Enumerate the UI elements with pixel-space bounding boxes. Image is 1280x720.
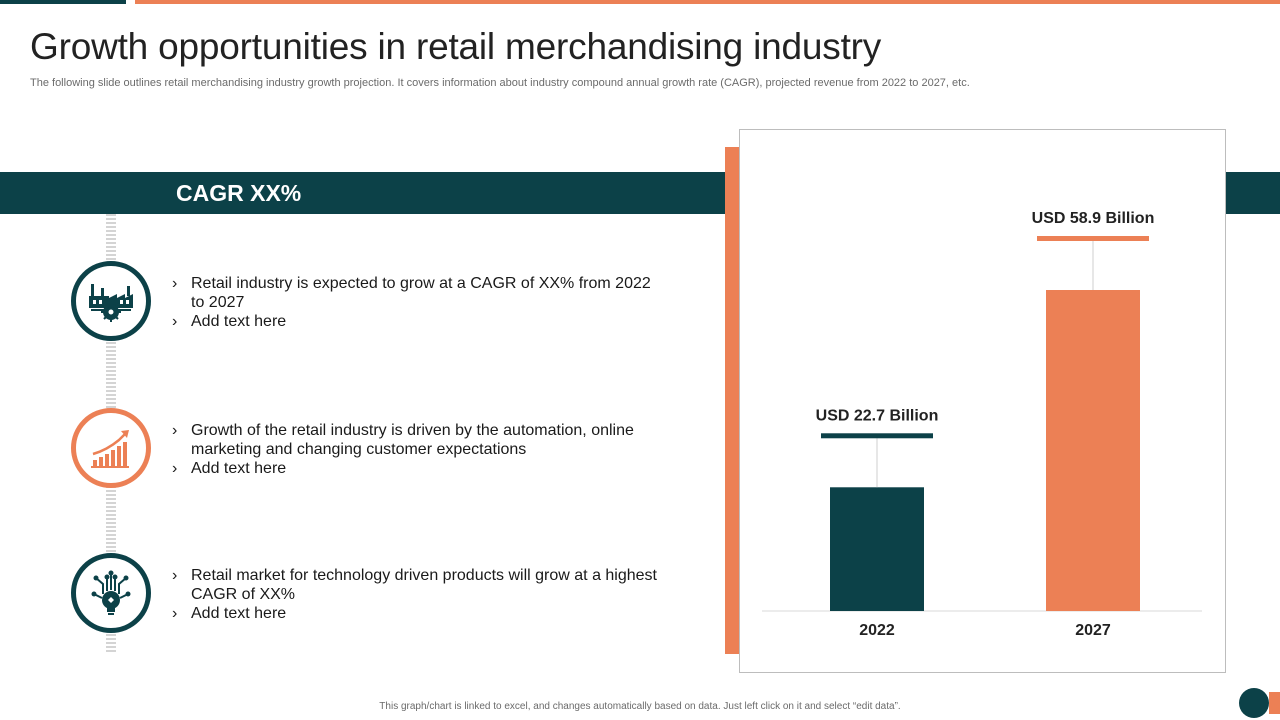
point-2-icon-circle [71,408,151,488]
top-accent-bar-orange [135,0,1280,4]
point-1-bullet-1: Retail industry is expected to grow at a… [172,274,662,312]
top-accent-bar-dark [0,0,126,4]
bar-2022 [830,487,924,611]
cagr-label: CAGR XX% [176,180,302,206]
factory-gear-icon [89,284,133,322]
growth-chart-icon [91,430,129,468]
point-1-icon-circle [71,261,151,341]
corner-decoration-dot [1239,688,1269,718]
x-tick-label-2022: 2022 [859,622,895,639]
point-3-bullet-1: Retail market for technology driven prod… [172,566,662,604]
footer-note: This graph/chart is linked to excel, and… [379,701,901,712]
data-label-2027: USD 58.9 Billion [1032,210,1155,227]
page-title: Growth opportunities in retail merchandi… [30,26,882,67]
point-3-icon-circle [71,553,151,633]
point-3-bullets: Retail market for technology driven prod… [172,566,662,623]
point-3-bullet-2: Add text here [172,604,662,623]
chart-side-accent [725,147,739,654]
data-label-2022: USD 22.7 Billion [816,407,939,424]
bar-2027 [1046,290,1140,611]
tech-lightbulb-icon [91,570,131,615]
page-subtitle: The following slide outlines retail merc… [30,77,970,89]
point-1-bullet-2: Add text here [172,312,662,331]
point-2-bullets: Growth of the retail industry is driven … [172,421,662,478]
data-label-underline-2022 [821,433,933,439]
data-label-underline-2027 [1037,236,1149,241]
point-1-bullets: Retail industry is expected to grow at a… [172,274,662,331]
point-2-bullet-2: Add text here [172,459,662,478]
x-tick-label-2027: 2027 [1075,622,1111,639]
chart-panel: USD 22.7 Billion 2022 USD 58.9 Billion 2027 [739,129,1226,673]
revenue-bar-chart: USD 22.7 Billion 2022 USD 58.9 Billion 2027 [762,210,1202,639]
point-2-bullet-1: Growth of the retail industry is driven … [172,421,662,459]
corner-decoration-bar [1269,692,1280,714]
